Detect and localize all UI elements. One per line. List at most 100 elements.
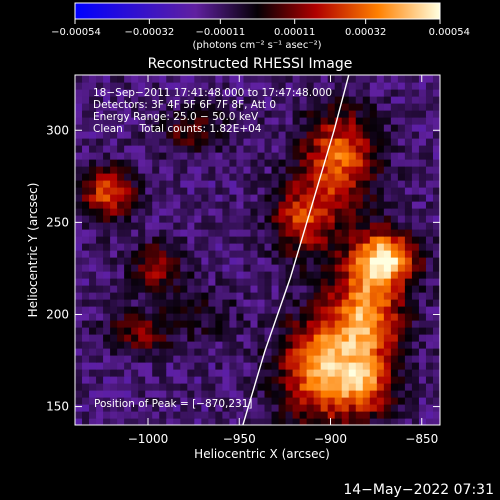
heatmap-cell xyxy=(404,292,413,300)
heatmap-cell xyxy=(299,187,308,195)
heatmap-cell xyxy=(180,348,188,356)
heatmap-cell xyxy=(278,320,287,328)
heatmap-cell xyxy=(390,341,399,349)
heatmap-cell xyxy=(264,89,273,97)
heatmap-cell xyxy=(124,152,132,160)
heatmap-cell xyxy=(327,145,336,153)
heatmap-cell xyxy=(257,313,266,321)
heatmap-cell xyxy=(236,103,245,111)
heatmap-cell xyxy=(110,103,118,111)
heatmap-cell xyxy=(411,348,420,356)
heatmap-cell xyxy=(418,138,427,146)
heatmap-cell xyxy=(271,215,280,223)
heatmap-cell xyxy=(89,257,97,265)
heatmap-cell xyxy=(166,75,174,83)
heatmap-cell xyxy=(82,236,90,244)
heatmap-cell xyxy=(257,292,266,300)
heatmap-cell xyxy=(236,362,245,370)
heatmap-cell xyxy=(124,327,132,335)
heatmap-cell xyxy=(390,117,399,125)
heatmap-cell xyxy=(173,187,181,195)
heatmap-cell xyxy=(173,278,181,286)
heatmap-cell xyxy=(173,390,181,398)
heatmap-cell xyxy=(166,124,174,132)
heatmap-cell xyxy=(166,264,174,272)
heatmap-cell xyxy=(404,355,413,363)
heatmap-cell xyxy=(390,229,399,237)
heatmap-cell xyxy=(173,362,181,370)
heatmap-cell xyxy=(138,355,146,363)
heatmap-cell xyxy=(425,341,434,349)
heatmap-cell xyxy=(222,243,231,251)
heatmap-cell xyxy=(306,187,315,195)
heatmap-cell xyxy=(117,341,125,349)
heatmap-cell xyxy=(425,208,434,216)
heatmap-cell xyxy=(341,117,350,125)
heatmap-cell xyxy=(306,320,315,328)
heatmap-cell xyxy=(355,159,364,167)
heatmap-cell xyxy=(257,117,266,125)
heatmap-cell xyxy=(369,82,378,90)
heatmap-cell xyxy=(362,236,371,244)
heatmap-cell xyxy=(145,383,153,391)
heatmap-cell xyxy=(124,215,132,223)
heatmap-cell xyxy=(278,124,287,132)
heatmap-cell xyxy=(397,383,406,391)
colorbar-tick-label: −0.00011 xyxy=(195,27,245,38)
heatmap-cell xyxy=(369,89,378,97)
heatmap-cell xyxy=(355,180,364,188)
heatmap-cell xyxy=(418,278,427,286)
heatmap-cell xyxy=(362,369,371,377)
heatmap-cell xyxy=(103,278,111,286)
heatmap-cell xyxy=(425,96,434,104)
heatmap-cell xyxy=(425,306,434,314)
heatmap-cell xyxy=(110,117,118,125)
heatmap-cell xyxy=(355,320,364,328)
heatmap-cell xyxy=(145,138,153,146)
heatmap-cells xyxy=(75,75,440,425)
heatmap-cell xyxy=(138,299,146,307)
heatmap-cell xyxy=(180,243,188,251)
heatmap-cell xyxy=(341,166,350,174)
heatmap-cell xyxy=(180,215,188,223)
heatmap-cell xyxy=(425,397,434,405)
heatmap-cell xyxy=(320,292,329,300)
heatmap-cell xyxy=(348,89,357,97)
heatmap-cell xyxy=(348,355,357,363)
heatmap-cell xyxy=(117,376,125,384)
heatmap-cell xyxy=(215,278,223,286)
heatmap-cell xyxy=(397,271,406,279)
heatmap-cell xyxy=(201,145,209,153)
heatmap-cell xyxy=(250,404,259,412)
heatmap-cell xyxy=(369,138,378,146)
heatmap-cell xyxy=(82,138,90,146)
heatmap-cell xyxy=(187,117,195,125)
heatmap-cell xyxy=(271,145,280,153)
heatmap-cell xyxy=(187,313,195,321)
heatmap-cell xyxy=(425,194,434,202)
x-tick-label: −950 xyxy=(223,432,256,446)
heatmap-cell xyxy=(152,201,160,209)
heatmap-cell xyxy=(390,159,399,167)
heatmap-cell xyxy=(131,173,139,181)
heatmap-cell xyxy=(369,159,378,167)
heatmap-cell xyxy=(145,110,153,118)
heatmap-cell xyxy=(180,418,188,425)
heatmap-cell xyxy=(383,152,392,160)
heatmap-cell xyxy=(334,96,343,104)
heatmap-cell xyxy=(166,187,174,195)
heatmap-cell xyxy=(313,138,322,146)
heatmap-cell xyxy=(103,264,111,272)
heatmap-cell xyxy=(390,194,399,202)
heatmap-cell xyxy=(187,285,195,293)
heatmap-cell xyxy=(187,320,195,328)
heatmap-cell xyxy=(89,124,97,132)
heatmap-cell xyxy=(75,411,83,419)
heatmap-cell xyxy=(369,222,378,230)
heatmap-cell xyxy=(208,166,216,174)
heatmap-cell xyxy=(320,341,329,349)
heatmap-cell xyxy=(236,159,245,167)
heatmap-cell xyxy=(145,173,153,181)
heatmap-cell xyxy=(180,138,188,146)
heatmap-cell xyxy=(131,208,139,216)
